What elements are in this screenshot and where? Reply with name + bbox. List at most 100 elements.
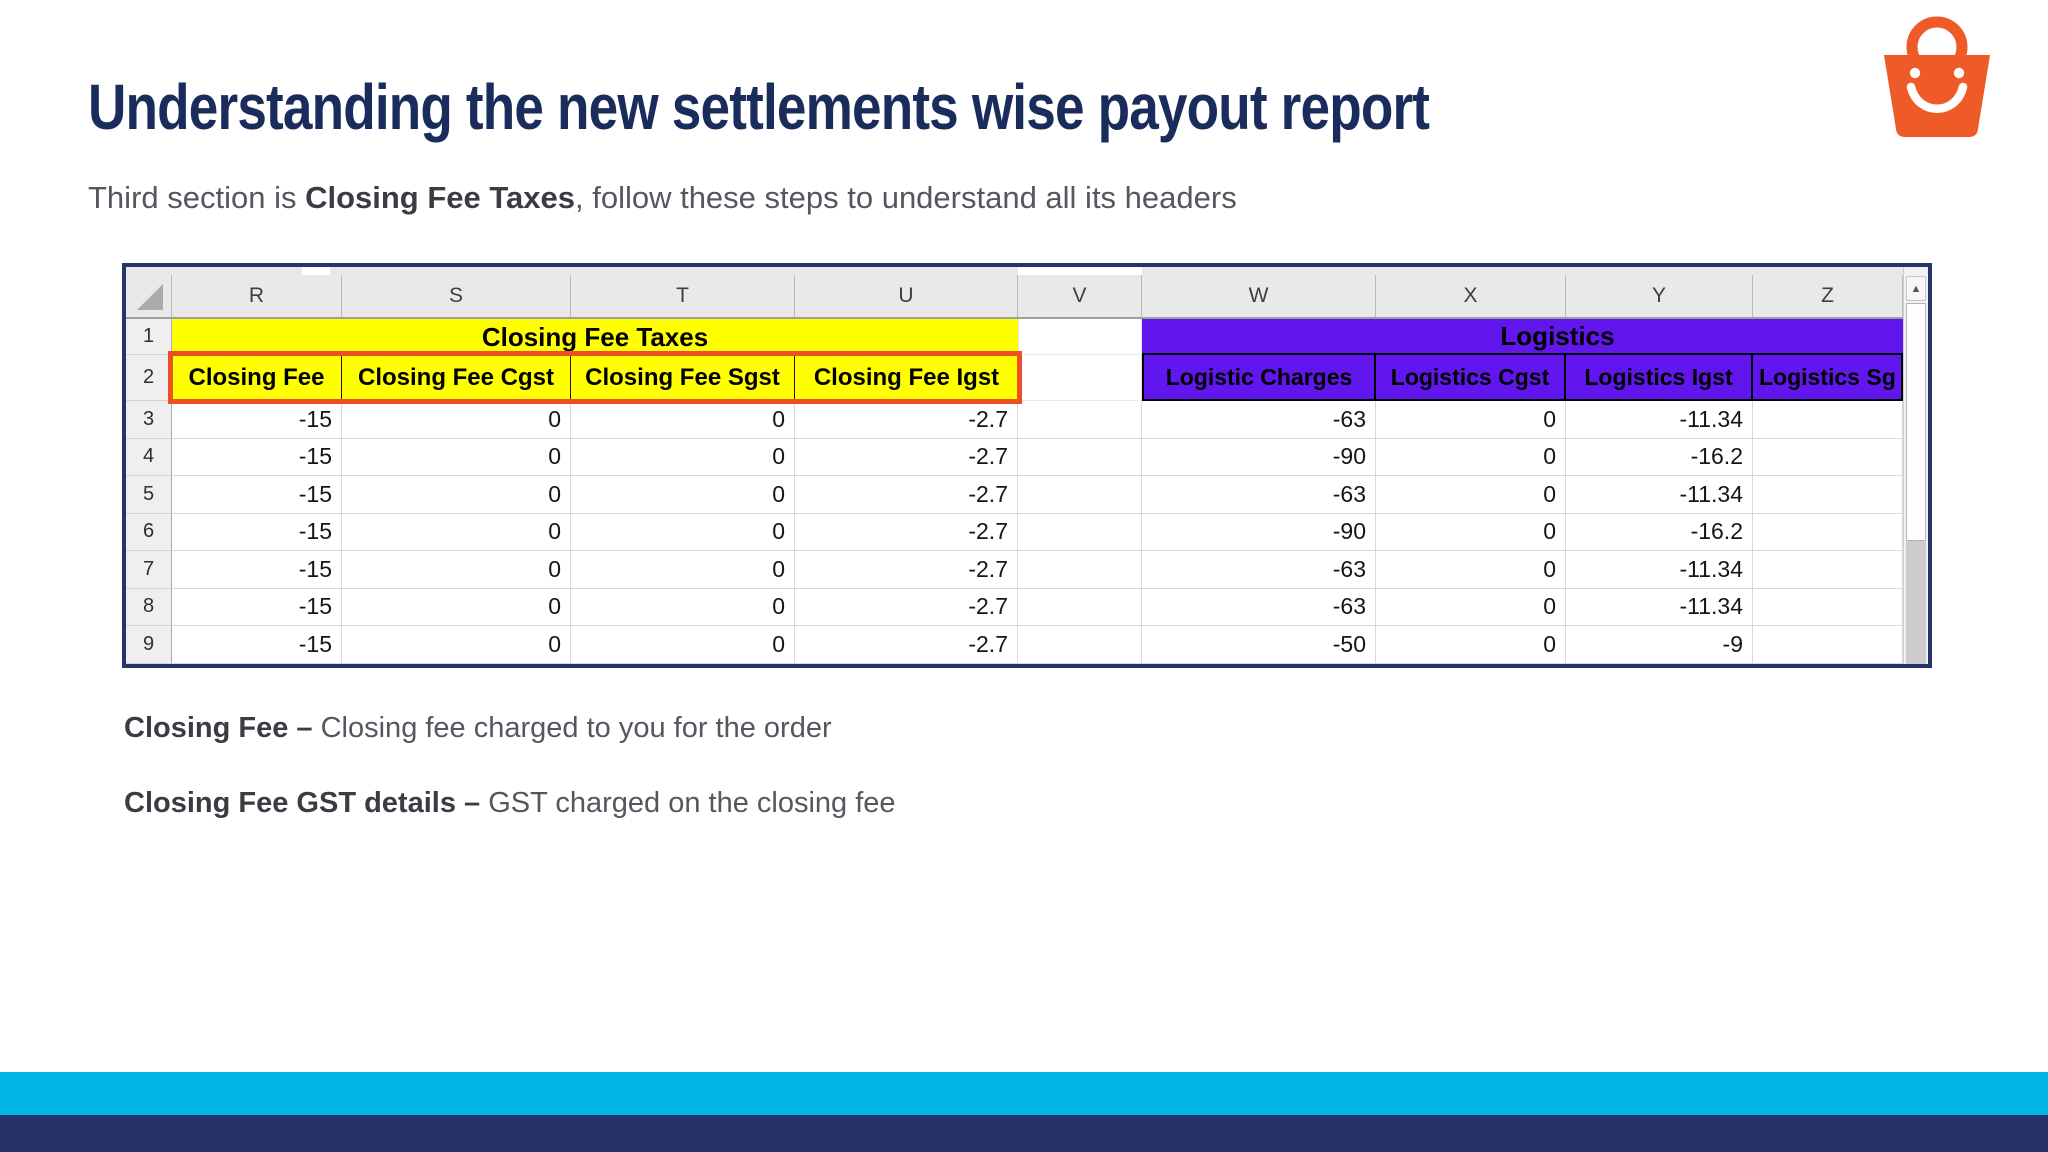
data-cell: 0 <box>571 513 795 551</box>
data-cell: -90 <box>1142 513 1376 551</box>
note-bold: Closing Fee GST details – <box>124 787 481 819</box>
header-logistics-cgst: Logistics Cgst <box>1376 355 1566 401</box>
scroll-up-icon: ▲ <box>1910 282 1922 295</box>
column-letters-row: R S T U V W X Y Z <box>126 275 1903 319</box>
data-cell: -2.7 <box>795 476 1018 514</box>
data-cell: -15 <box>172 476 342 514</box>
empty-cell-v <box>1018 319 1142 355</box>
data-cell: 0 <box>571 626 795 664</box>
data-cell: -2.7 <box>795 513 1018 551</box>
data-rows: 3 -15 0 0 -2.7 -63 0 -11.34 4 -15 0 0 -2… <box>126 401 1903 664</box>
data-cell <box>1753 551 1903 589</box>
merged-header-closing-fee-taxes: Closing Fee Taxes <box>172 319 1018 355</box>
note-closing-fee-gst: Closing Fee GST details – GST charged on… <box>124 787 896 820</box>
data-cell: 0 <box>571 438 795 476</box>
data-cell <box>1753 626 1903 664</box>
table-row: 4 -15 0 0 -2.7 -90 0 -16.2 <box>126 438 1903 476</box>
data-cell <box>1018 588 1142 626</box>
row-number: 5 <box>126 476 172 514</box>
column-letter: X <box>1376 275 1566 317</box>
data-cell: -15 <box>172 513 342 551</box>
row-number: 8 <box>126 588 172 626</box>
column-letter: Y <box>1566 275 1753 317</box>
table-row: 3 -15 0 0 -2.7 -63 0 -11.34 <box>126 401 1903 439</box>
merged-header-logistics: Logistics <box>1142 319 1903 355</box>
data-cell: -11.34 <box>1566 588 1753 626</box>
table-row: 6 -15 0 0 -2.7 -90 0 -16.2 <box>126 513 1903 551</box>
data-cell <box>1018 626 1142 664</box>
row-number: 2 <box>126 355 172 401</box>
note-closing-fee: Closing Fee – Closing fee charged to you… <box>124 712 832 745</box>
page-title: Understanding the new settlements wise p… <box>88 71 1430 143</box>
data-cell: 0 <box>571 588 795 626</box>
data-cell: 0 <box>342 551 571 589</box>
data-cell: -90 <box>1142 438 1376 476</box>
data-cell: 0 <box>1376 513 1566 551</box>
table-row: 5 -15 0 0 -2.7 -63 0 -11.34 <box>126 476 1903 514</box>
header-closing-fee: Closing Fee <box>172 355 342 401</box>
data-cell: -15 <box>172 588 342 626</box>
select-all-cell <box>126 275 172 317</box>
data-cell <box>1018 438 1142 476</box>
data-cell: 0 <box>342 626 571 664</box>
column-letter: S <box>342 275 571 317</box>
scroll-up-button[interactable]: ▲ <box>1906 276 1926 301</box>
header-logistics-igst: Logistics Igst <box>1566 355 1753 401</box>
subtitle-prefix: Third section is <box>88 180 306 215</box>
scrollbar-thumb[interactable] <box>1906 303 1926 541</box>
data-cell: -11.34 <box>1566 476 1753 514</box>
data-cell: -15 <box>172 438 342 476</box>
header-logistics-sgst-clipped: Logistics Sg <box>1753 355 1903 401</box>
column-letter: Z <box>1753 275 1903 317</box>
note-bold: Closing Fee – <box>124 712 313 744</box>
column-letter: R <box>172 275 342 317</box>
cropped-top-strip <box>126 267 1903 275</box>
data-cell <box>1753 401 1903 439</box>
column-letter: T <box>571 275 795 317</box>
note-text: Closing fee charged to you for the order <box>312 712 832 744</box>
row-number: 3 <box>126 401 172 439</box>
header-closing-fee-cgst: Closing Fee Cgst <box>342 355 571 401</box>
row-number: 1 <box>126 319 172 355</box>
note-text: GST charged on the closing fee <box>480 787 896 819</box>
data-cell: 0 <box>342 401 571 439</box>
scrollbar-track[interactable] <box>1906 541 1926 664</box>
shopping-bag-logo-icon <box>1884 16 1990 137</box>
data-cell: 0 <box>1376 438 1566 476</box>
header-closing-fee-sgst: Closing Fee Sgst <box>571 355 795 401</box>
empty-cell-v <box>1018 355 1142 401</box>
data-cell: -63 <box>1142 551 1376 589</box>
data-cell: 0 <box>1376 476 1566 514</box>
data-cell <box>1753 476 1903 514</box>
column-letter: W <box>1142 275 1376 317</box>
data-cell <box>1753 588 1903 626</box>
data-cell <box>1753 513 1903 551</box>
header-closing-fee-igst: Closing Fee Igst <box>795 355 1018 401</box>
data-cell: -63 <box>1142 476 1376 514</box>
vertical-scrollbar[interactable]: ▲ <box>1903 267 1928 664</box>
data-cell: 0 <box>1376 401 1566 439</box>
header-logistic-charges: Logistic Charges <box>1142 355 1376 401</box>
data-cell: -63 <box>1142 588 1376 626</box>
row-number: 7 <box>126 551 172 589</box>
data-cell <box>1753 438 1903 476</box>
data-cell: 0 <box>342 588 571 626</box>
data-cell: 0 <box>342 476 571 514</box>
data-cell: -2.7 <box>795 438 1018 476</box>
data-cell: -15 <box>172 401 342 439</box>
data-cell <box>1018 551 1142 589</box>
spreadsheet-grid: R S T U V W X Y Z 1 Closing Fee Taxes Lo… <box>126 267 1903 664</box>
row-number: 4 <box>126 438 172 476</box>
data-cell: -11.34 <box>1566 401 1753 439</box>
table-row: 8 -15 0 0 -2.7 -63 0 -11.34 <box>126 588 1903 626</box>
data-cell <box>1018 401 1142 439</box>
data-cell: 0 <box>1376 588 1566 626</box>
subtitle-bold-term: Closing Fee Taxes <box>305 180 575 215</box>
footer-navy-bar <box>0 1115 2048 1152</box>
data-cell: 0 <box>1376 626 1566 664</box>
data-cell: -16.2 <box>1566 513 1753 551</box>
data-cell: -2.7 <box>795 626 1018 664</box>
spreadsheet-screenshot: R S T U V W X Y Z 1 Closing Fee Taxes Lo… <box>122 263 1932 668</box>
data-cell: 0 <box>571 551 795 589</box>
